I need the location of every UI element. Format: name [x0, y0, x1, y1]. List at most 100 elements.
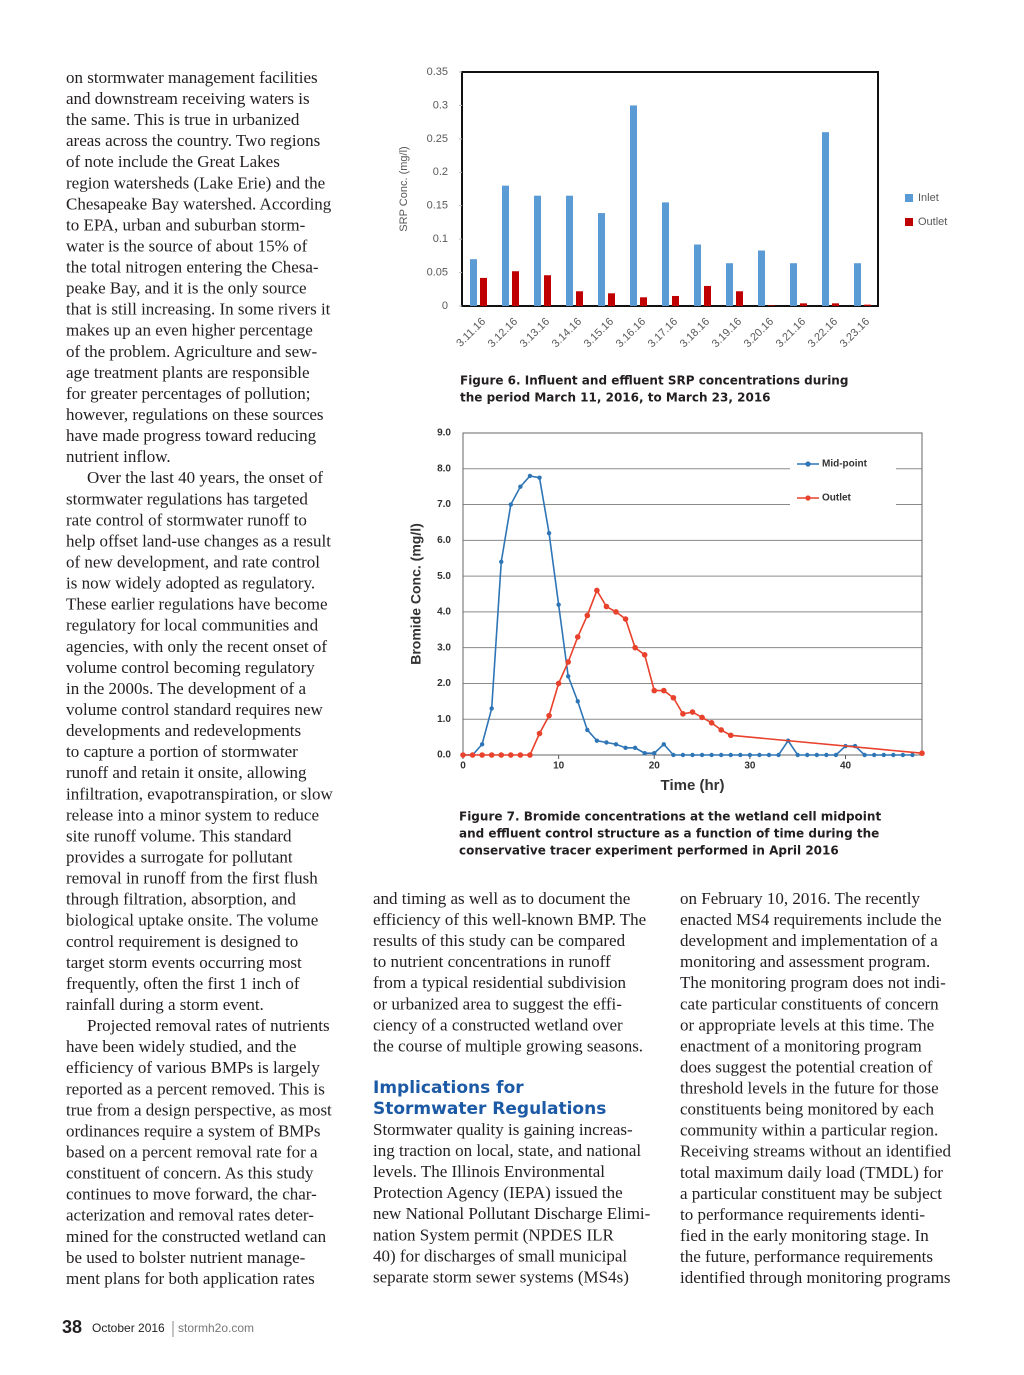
- data-point: [661, 742, 667, 747]
- bar: [608, 293, 615, 306]
- body-line: to EPA, urban and suburban storm-: [66, 215, 306, 234]
- body-line: peake Bay, and it is the only source: [66, 279, 307, 298]
- body-line: stormwater regulations has targeted: [66, 489, 308, 508]
- figure-caption: and effluent control structure as a func…: [459, 827, 879, 841]
- body-line: of the problem. Agriculture and sew-: [66, 342, 317, 361]
- legend-label: Mid-point: [822, 459, 868, 470]
- legend-label: Outlet: [822, 493, 852, 504]
- y-tick-label: 1.0: [437, 714, 451, 725]
- y-tick-label: 5.0: [437, 571, 451, 582]
- body-line: agencies, with only the recent onset of: [66, 637, 327, 656]
- y-tick-label: 4.0: [437, 607, 451, 618]
- body-line: rainfall during a storm event.: [66, 995, 264, 1014]
- body-line: areas across the country. Two regions: [66, 131, 320, 150]
- body-line: on February 10, 2016. The recently: [680, 889, 920, 908]
- body-line: fied in the early monitoring stage. In: [680, 1226, 929, 1245]
- body-line: is now widely adopted as regulatory.: [66, 574, 315, 593]
- data-point: [518, 484, 523, 489]
- plot-frame: [461, 71, 879, 307]
- body-line: does suggest the potential creation of: [680, 1057, 933, 1076]
- bar: [822, 132, 829, 306]
- bar: [832, 303, 839, 306]
- body-line: constituent of concern. As this study: [66, 1164, 314, 1183]
- body-line: The monitoring program does not indi-: [680, 973, 946, 992]
- data-point: [622, 616, 629, 622]
- body-line: separate storm sewer systems (MS4s): [373, 1267, 629, 1286]
- body-line: through filtration, absorption, and: [66, 890, 296, 909]
- body-line: and downstream receiving waters is: [66, 89, 310, 108]
- data-point: [537, 475, 542, 480]
- body-line: a particular constituent may be subject: [680, 1184, 942, 1203]
- x-tick-label: 10: [553, 761, 565, 772]
- data-point: [498, 752, 505, 758]
- bar: [704, 285, 711, 306]
- body-line: the course of multiple growing seasons.: [373, 1036, 643, 1055]
- body-line: or appropriate levels at this time. The: [680, 1015, 934, 1034]
- data-point: [642, 751, 647, 756]
- y-tick-label: 0.15: [427, 200, 448, 212]
- data-point: [632, 644, 638, 651]
- body-line: biological uptake onsite. The volume: [66, 911, 318, 930]
- data-point: [604, 740, 609, 745]
- body-line: of note include the Great Lakes: [66, 152, 280, 171]
- body-line: ment plans for both application rates: [66, 1269, 315, 1288]
- body-line: the same. This is true in urbanized: [66, 110, 300, 129]
- data-point: [680, 711, 686, 717]
- body-line: These earlier regulations have become: [66, 595, 327, 614]
- data-point: [891, 752, 896, 758]
- y-tick-label: 9.0: [437, 428, 451, 439]
- body-line: frequently, often the first 1 inch of: [66, 974, 300, 993]
- body-line: enacted MS4 requirements include the: [680, 910, 942, 929]
- data-point: [623, 745, 628, 751]
- data-point: [556, 602, 561, 607]
- bar: [758, 250, 765, 306]
- body-line: the future, performance requirements: [680, 1247, 933, 1266]
- bar: [566, 195, 573, 306]
- body-line: of new development, and rate control: [66, 553, 320, 572]
- body-line: control requirement is designed to: [66, 932, 298, 951]
- body-line: release into a minor system to reduce: [66, 805, 319, 824]
- data-point: [919, 750, 925, 757]
- bar: [662, 202, 669, 306]
- data-point: [632, 745, 638, 751]
- body-line: acterization and removal rates deter-: [66, 1206, 314, 1225]
- bar: [502, 185, 509, 306]
- bar: [480, 277, 487, 306]
- section-heading: Stormwater Regulations: [373, 1099, 606, 1119]
- y-tick-label: 8.0: [437, 463, 451, 474]
- body-line: true from a design perspective, as most: [66, 1100, 332, 1119]
- data-point: [527, 752, 533, 758]
- data-point: [881, 752, 886, 758]
- data-point: [536, 730, 543, 737]
- x-tick-label: 20: [649, 761, 661, 772]
- body-line: removal in runoff from the first flush: [66, 869, 318, 888]
- bar: [534, 195, 541, 306]
- body-line: have made progress toward reducing: [66, 426, 317, 445]
- body-line: new National Pollutant Discharge Elimi-: [373, 1204, 651, 1223]
- site: stormh2o.com: [178, 1321, 254, 1335]
- page-number: 38: [62, 1317, 82, 1337]
- body-line: target storm events occurring most: [66, 953, 302, 972]
- body-line: developments and redevelopments: [66, 721, 301, 740]
- data-point: [728, 752, 733, 758]
- legend-swatch: [905, 218, 913, 226]
- data-point: [824, 752, 829, 758]
- body-line: rate control of stormwater runoff to: [66, 510, 307, 529]
- data-point: [690, 752, 695, 758]
- issue: October 2016: [92, 1321, 165, 1335]
- body-line: ordinances require a system of BMPs: [66, 1121, 320, 1140]
- data-point: [814, 752, 820, 758]
- body-line: 40) for discharges of small municipal: [373, 1246, 627, 1265]
- y-tick-label: 0.1: [433, 233, 448, 245]
- body-line: Over the last 40 years, the onset of: [87, 468, 323, 487]
- legend-marker: [805, 495, 811, 501]
- y-tick-label: 0.3: [433, 99, 448, 111]
- body-line: from a typical residential subdivision: [373, 973, 627, 992]
- body-line: have been widely studied, and the: [66, 1037, 296, 1056]
- body-line: results of this study can be compared: [373, 931, 626, 950]
- data-point: [584, 612, 591, 619]
- data-point: [603, 603, 610, 610]
- bar: [598, 213, 605, 306]
- body-line: community within a particular region.: [680, 1121, 938, 1140]
